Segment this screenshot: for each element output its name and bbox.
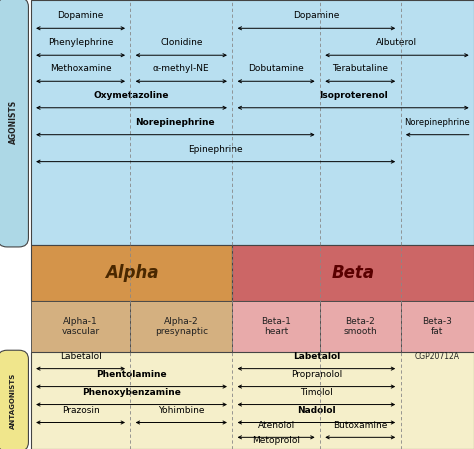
Text: AGONISTS: AGONISTS bbox=[9, 100, 18, 145]
Text: Beta: Beta bbox=[332, 264, 374, 282]
Text: α-methyl-NE: α-methyl-NE bbox=[153, 64, 210, 73]
Text: Alpha-2
presynaptic: Alpha-2 presynaptic bbox=[155, 317, 208, 336]
Text: Atenolol: Atenolol bbox=[257, 421, 295, 430]
Text: Methoxamine: Methoxamine bbox=[50, 64, 111, 73]
Text: CGP20712A: CGP20712A bbox=[415, 352, 460, 361]
Text: Epinephrine: Epinephrine bbox=[188, 145, 243, 154]
Text: ANTAGONISTS: ANTAGONISTS bbox=[10, 373, 16, 429]
Text: Beta-1
heart: Beta-1 heart bbox=[261, 317, 291, 336]
Text: Oxymetazoline: Oxymetazoline bbox=[94, 91, 169, 100]
Text: Norepinephrine: Norepinephrine bbox=[404, 118, 470, 127]
Bar bbox=[320, 301, 401, 352]
Text: Propranolol: Propranolol bbox=[291, 370, 342, 379]
Text: Nadolol: Nadolol bbox=[297, 406, 336, 415]
Bar bbox=[232, 301, 320, 352]
Text: Dopamine: Dopamine bbox=[57, 11, 104, 20]
Bar bbox=[31, 301, 130, 352]
Text: Isoproterenol: Isoproterenol bbox=[319, 91, 388, 100]
Bar bbox=[401, 301, 474, 352]
Text: Albuterol: Albuterol bbox=[376, 38, 418, 47]
FancyBboxPatch shape bbox=[0, 350, 28, 449]
Text: Dopamine: Dopamine bbox=[293, 11, 339, 20]
Text: Phenylephrine: Phenylephrine bbox=[48, 38, 113, 47]
Text: Dobutamine: Dobutamine bbox=[248, 64, 304, 73]
Text: Clonidine: Clonidine bbox=[160, 38, 202, 47]
Text: Phenoxybenzamine: Phenoxybenzamine bbox=[82, 388, 181, 397]
Text: Butoxamine: Butoxamine bbox=[333, 421, 387, 430]
Text: Norepinephrine: Norepinephrine bbox=[136, 118, 215, 127]
Text: Labetalol: Labetalol bbox=[60, 352, 101, 361]
Bar bbox=[130, 301, 232, 352]
Text: Alpha-1
vascular: Alpha-1 vascular bbox=[62, 317, 100, 336]
Text: Timolol: Timolol bbox=[300, 388, 333, 397]
Text: Labetalol: Labetalol bbox=[293, 352, 340, 361]
Text: Yohimbine: Yohimbine bbox=[158, 406, 205, 415]
FancyBboxPatch shape bbox=[0, 0, 28, 247]
Bar bbox=[31, 0, 474, 245]
Text: Prazosin: Prazosin bbox=[62, 406, 100, 415]
Text: Terabutaline: Terabutaline bbox=[332, 64, 388, 73]
Text: Alpha: Alpha bbox=[105, 264, 158, 282]
Bar bbox=[31, 245, 232, 301]
Text: Beta-3
fat: Beta-3 fat bbox=[422, 317, 452, 336]
Bar bbox=[31, 352, 474, 449]
Bar bbox=[232, 245, 474, 301]
Text: Metoprolol: Metoprolol bbox=[252, 436, 300, 445]
Text: Phentolamine: Phentolamine bbox=[96, 370, 167, 379]
Text: Beta-2
smooth: Beta-2 smooth bbox=[343, 317, 377, 336]
